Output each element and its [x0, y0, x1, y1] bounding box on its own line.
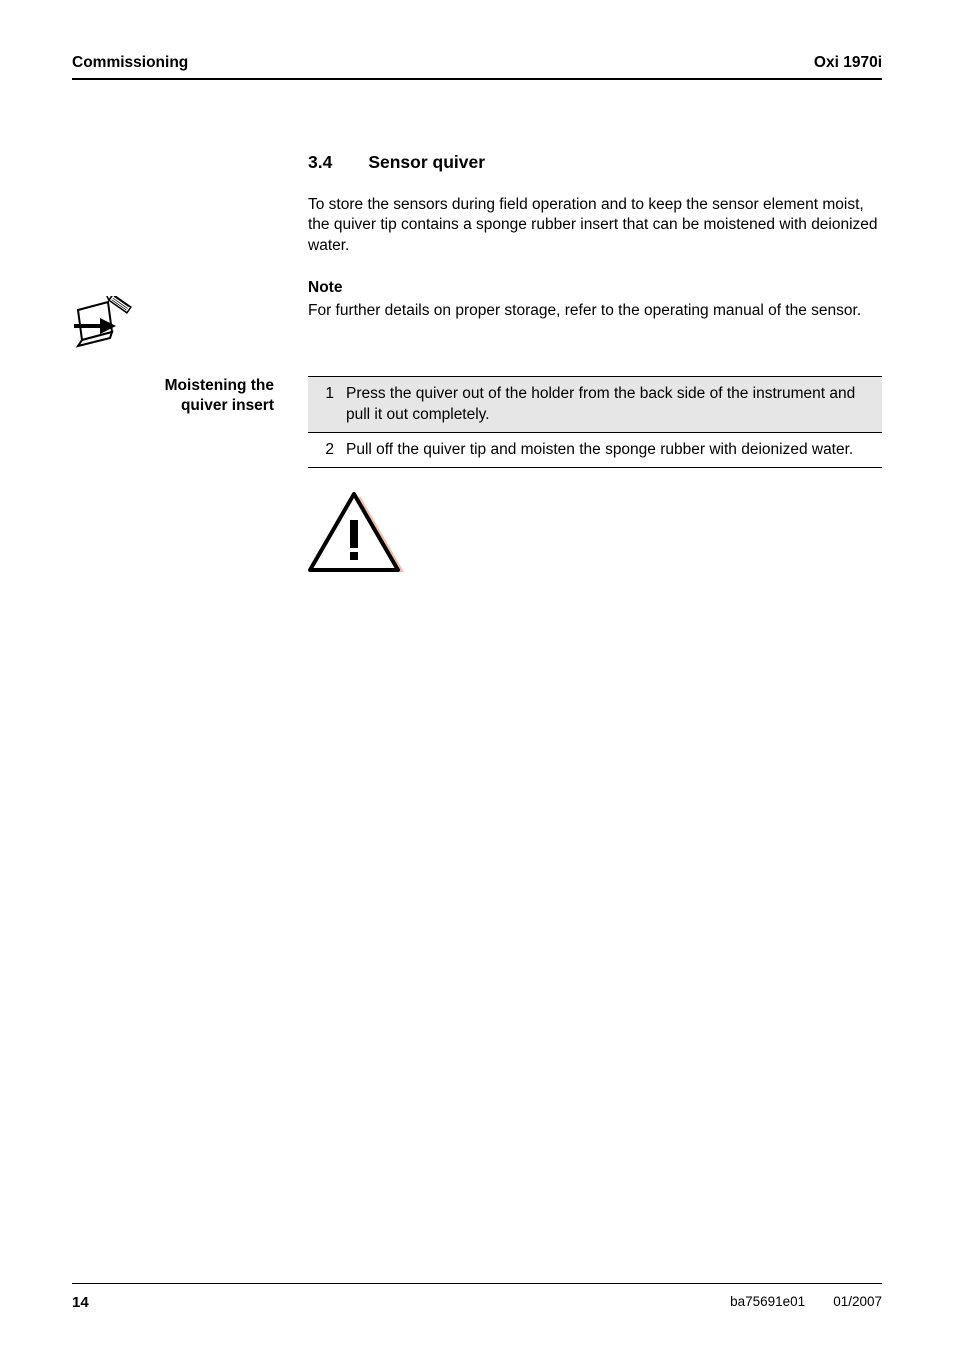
note-block: Note For further details on proper stora…: [72, 278, 882, 350]
table-row: 2 Pull off the quiver tip and moisten th…: [308, 432, 882, 467]
warning-triangle-icon: [308, 492, 404, 576]
intro-paragraph: To store the sensors during field operat…: [308, 195, 882, 256]
footer-right: ba75691e01 01/2007: [730, 1294, 882, 1311]
section-number: 3.4: [308, 152, 332, 173]
page-header: Commissioning Oxi 1970i: [72, 54, 882, 72]
note-label: Note: [308, 278, 882, 298]
note-text: Note For further details on proper stora…: [308, 278, 882, 321]
warning-block: [308, 492, 882, 581]
steps-block: Moistening the quiver insert 1 Press the…: [72, 376, 882, 467]
note-icon-wrap: [72, 278, 308, 350]
footer-page-number: 14: [72, 1294, 89, 1311]
steps-side-label: Moistening the quiver insert: [72, 376, 308, 415]
footer-rule: [72, 1283, 882, 1284]
header-rule: [72, 78, 882, 80]
header-right: Oxi 1970i: [814, 54, 882, 72]
step-number: 2: [308, 432, 342, 467]
content-column: 3.4 Sensor quiver To store the sensors du…: [308, 152, 882, 256]
note-body: For further details on proper storage, r…: [308, 302, 861, 319]
step-text: Pull off the quiver tip and moisten the …: [342, 432, 882, 467]
section-heading: 3.4 Sensor quiver: [308, 152, 882, 173]
step-text: Press the quiver out of the holder from …: [342, 377, 882, 432]
footer-date: 01/2007: [833, 1294, 882, 1311]
steps-table: 1 Press the quiver out of the holder fro…: [308, 376, 882, 467]
note-pencil-page-icon: [72, 296, 134, 350]
table-row: 1 Press the quiver out of the holder fro…: [308, 377, 882, 432]
steps-side-label-line2: quiver insert: [181, 397, 274, 414]
step-number: 1: [308, 377, 342, 432]
page-footer: 14 ba75691e01 01/2007: [72, 1283, 882, 1311]
header-left: Commissioning: [72, 54, 188, 72]
section-title: Sensor quiver: [368, 152, 485, 172]
footer-row: 14 ba75691e01 01/2007: [72, 1294, 882, 1311]
page: Commissioning Oxi 1970i 3.4 Sensor quiver…: [0, 0, 954, 1351]
steps-side-label-line1: Moistening the: [165, 377, 274, 394]
footer-doc-id: ba75691e01: [730, 1294, 805, 1311]
